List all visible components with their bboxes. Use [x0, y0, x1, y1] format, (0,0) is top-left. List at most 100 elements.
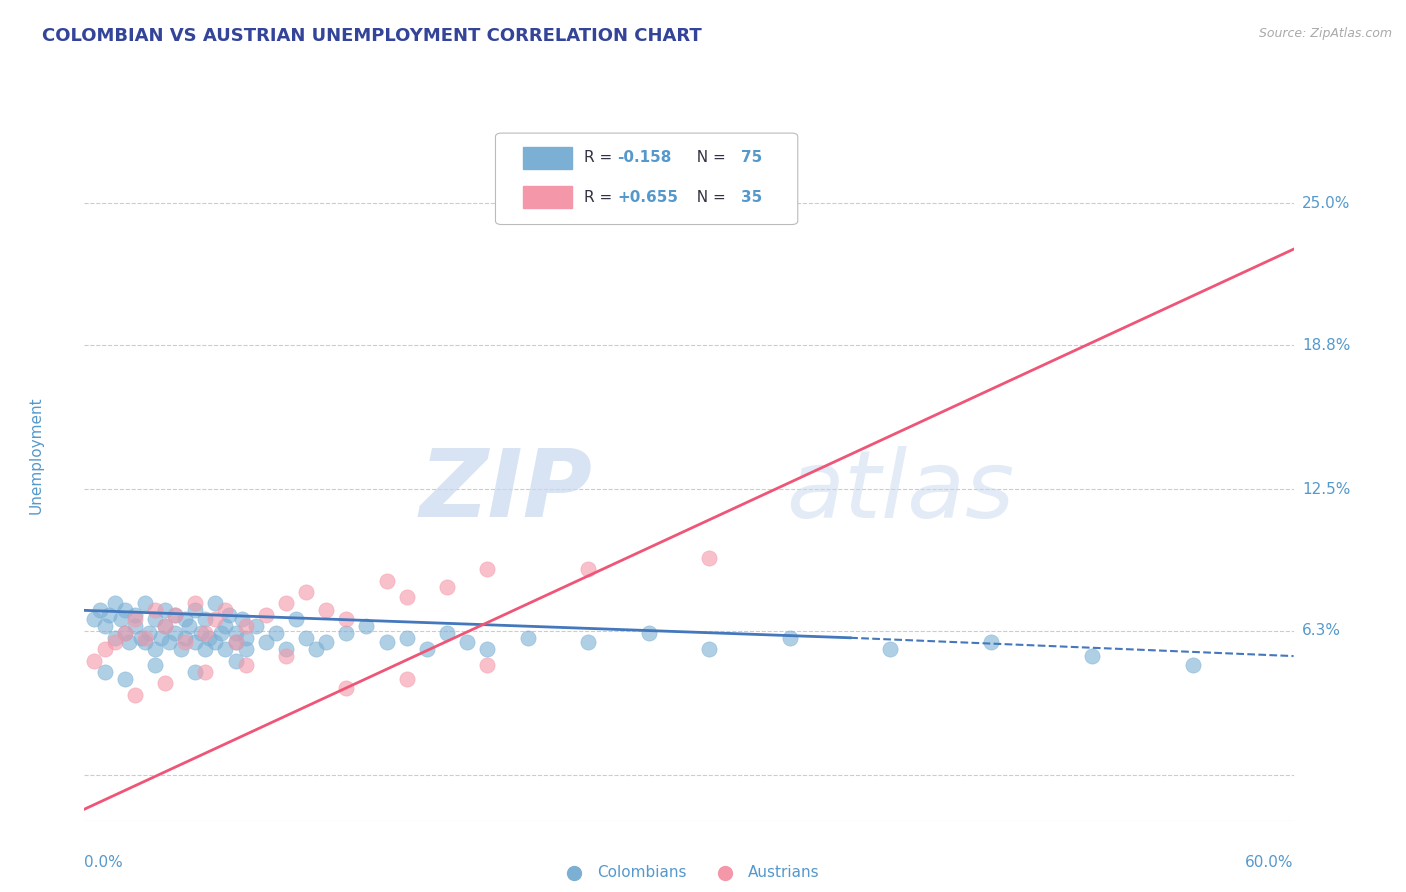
Point	[356, 619, 378, 633]
Point	[204, 635, 226, 649]
Text: atlas: atlas	[786, 446, 1014, 537]
Point	[335, 626, 357, 640]
Point	[697, 550, 720, 565]
Point	[174, 635, 197, 649]
Point	[375, 635, 398, 649]
Point	[576, 635, 599, 649]
Point	[477, 562, 499, 576]
Point	[214, 619, 236, 633]
Point	[184, 603, 207, 617]
Point	[395, 672, 418, 686]
Point	[165, 626, 187, 640]
Point	[1181, 658, 1204, 673]
Point	[274, 597, 297, 611]
Point	[110, 613, 132, 627]
Legend: Colombians, Austrians: Colombians, Austrians	[553, 859, 825, 886]
Point	[315, 603, 337, 617]
Point	[516, 631, 538, 645]
Text: N =: N =	[686, 150, 730, 165]
Point	[295, 631, 318, 645]
Point	[436, 626, 458, 640]
Point	[477, 642, 499, 657]
Point	[335, 681, 357, 695]
Text: -0.158: -0.158	[617, 150, 672, 165]
Point	[134, 597, 156, 611]
Point	[225, 635, 247, 649]
Text: R =: R =	[583, 150, 617, 165]
Point	[218, 607, 240, 622]
Text: ZIP: ZIP	[419, 445, 592, 538]
Point	[214, 642, 236, 657]
Point	[1081, 649, 1104, 664]
Point	[284, 613, 308, 627]
Point	[153, 619, 176, 633]
Text: 60.0%: 60.0%	[1246, 855, 1294, 870]
Point	[170, 642, 193, 657]
Point	[143, 613, 166, 627]
Point	[214, 603, 236, 617]
Text: Source: ZipAtlas.com: Source: ZipAtlas.com	[1258, 27, 1392, 40]
Point	[157, 635, 180, 649]
Point	[114, 626, 136, 640]
Point	[129, 631, 152, 645]
Point	[235, 658, 257, 673]
Point	[225, 635, 247, 649]
Point	[190, 626, 212, 640]
Point	[83, 613, 105, 627]
Point	[204, 613, 226, 627]
Point	[153, 619, 176, 633]
Point	[124, 619, 146, 633]
Point	[97, 607, 120, 622]
Point	[184, 635, 207, 649]
Point	[315, 635, 337, 649]
Point	[165, 607, 187, 622]
Point	[254, 635, 277, 649]
Point	[114, 626, 136, 640]
Point	[89, 603, 111, 617]
Point	[235, 631, 257, 645]
Point	[576, 562, 599, 576]
Point	[697, 642, 720, 657]
Point	[416, 642, 439, 657]
Point	[104, 597, 127, 611]
Point	[335, 613, 357, 627]
Text: 35: 35	[741, 190, 762, 205]
FancyBboxPatch shape	[495, 133, 797, 225]
Point	[174, 613, 197, 627]
Point	[179, 619, 201, 633]
Point	[980, 635, 1002, 649]
Point	[305, 642, 328, 657]
Point	[124, 607, 146, 622]
Text: N =: N =	[686, 190, 730, 205]
Point	[194, 642, 217, 657]
Point	[477, 658, 499, 673]
Point	[184, 597, 207, 611]
Point	[194, 613, 217, 627]
Point	[779, 631, 801, 645]
Point	[274, 642, 297, 657]
Bar	[523, 186, 572, 208]
Point	[93, 642, 115, 657]
Point	[209, 626, 232, 640]
Point	[138, 626, 160, 640]
Point	[264, 626, 287, 640]
Point	[194, 665, 217, 679]
Point	[637, 626, 659, 640]
Point	[134, 631, 156, 645]
Text: 12.5%: 12.5%	[1302, 482, 1350, 497]
Point	[395, 631, 418, 645]
Text: Unemployment: Unemployment	[28, 396, 44, 514]
Point	[149, 631, 172, 645]
Point	[879, 642, 901, 657]
Point	[375, 574, 398, 588]
Text: 25.0%: 25.0%	[1302, 196, 1350, 211]
Point	[83, 654, 105, 668]
Text: 75: 75	[741, 150, 762, 165]
Point	[118, 635, 141, 649]
Point	[198, 631, 221, 645]
Text: 0.0%: 0.0%	[84, 855, 124, 870]
Point	[114, 672, 136, 686]
Text: COLOMBIAN VS AUSTRIAN UNEMPLOYMENT CORRELATION CHART: COLOMBIAN VS AUSTRIAN UNEMPLOYMENT CORRE…	[42, 27, 702, 45]
Point	[395, 590, 418, 604]
Text: 6.3%: 6.3%	[1302, 624, 1341, 639]
